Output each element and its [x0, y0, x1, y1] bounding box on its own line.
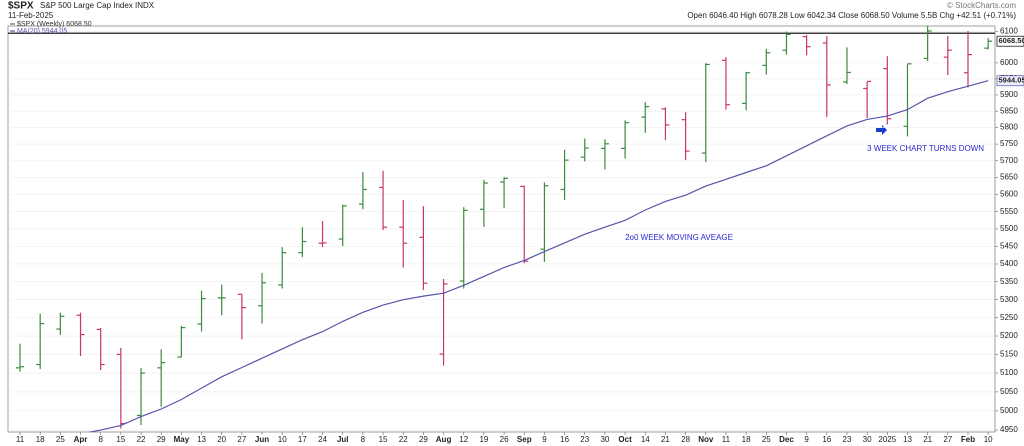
symbol: $SPX	[8, 1, 34, 12]
y-tick-label: 5850	[1000, 106, 1018, 115]
x-tick-label: Nov	[698, 435, 714, 444]
x-tick-label: 17	[298, 435, 307, 444]
x-tick-label: 23	[843, 435, 852, 444]
y-tick-label: 5600	[1000, 190, 1018, 199]
x-tick-label: 10	[984, 435, 993, 444]
y-tick-label: 5050	[1000, 387, 1018, 396]
x-tick-label: 20	[217, 435, 226, 444]
legend-value: 5944.05	[42, 28, 67, 35]
y-tick-label: 6000	[1000, 58, 1018, 67]
x-tick-label: 12	[459, 435, 468, 444]
x-tick-label: 9	[542, 435, 547, 444]
y-tick-label: 5800	[1000, 123, 1018, 132]
x-tick-label: 16	[560, 435, 569, 444]
x-tick-label: 21	[661, 435, 670, 444]
y-tick-label: 5250	[1000, 313, 1018, 322]
x-tick-label: 19	[479, 435, 488, 444]
x-tick-label: 28	[681, 435, 690, 444]
moving-average-line	[87, 80, 989, 432]
x-tick-label: Apr	[74, 435, 88, 444]
annotation: 2o0 WEEK MOVING AVEAGE	[625, 233, 733, 242]
x-tick-label: 18	[742, 435, 751, 444]
y-tick-label: 5900	[1000, 90, 1018, 99]
y-tick-label: 5650	[1000, 173, 1018, 182]
y-tick-label: 6100	[1000, 26, 1018, 35]
x-tick-label: 21	[923, 435, 932, 444]
x-tick-label: 18	[36, 435, 45, 444]
quote: Open 6046.40 High 6078.28 Low 6042.34 Cl…	[687, 11, 1016, 20]
x-tick-label: 26	[500, 435, 509, 444]
x-tick-label: 15	[116, 435, 125, 444]
value-box-label: 6068.50	[999, 36, 1024, 45]
date: 11-Feb-2025	[8, 11, 54, 20]
y-tick-label: 4950	[1000, 425, 1018, 434]
x-tick-label: 27	[237, 435, 246, 444]
legend-name: $SPX (Weekly)	[17, 21, 64, 28]
legend-name: MA(20)	[17, 28, 40, 35]
y-tick-label: 5200	[1000, 331, 1018, 340]
legend-value: 6068.50	[66, 21, 91, 28]
x-tick-label: 9	[804, 435, 809, 444]
x-tick-label: Oct	[618, 435, 632, 444]
x-tick-label: 14	[641, 435, 650, 444]
legend-entry: $SPX (Weekly) 6068.50	[17, 21, 92, 28]
x-tick-label: 30	[600, 435, 609, 444]
x-tick-label: 2025	[878, 435, 896, 444]
y-tick-label: 5450	[1000, 241, 1018, 250]
y-tick-label: 5300	[1000, 295, 1018, 304]
x-tick-label: 13	[197, 435, 206, 444]
x-tick-label: 25	[56, 435, 65, 444]
annotation: 3 WEEK CHART TURNS DOWN	[867, 144, 984, 153]
x-tick-label: 13	[903, 435, 912, 444]
x-tick-label: 8	[361, 435, 366, 444]
legend-entry: MA(20) 5944.05	[17, 28, 67, 35]
source: © StockCharts.com	[947, 1, 1016, 10]
x-tick-label: May	[174, 435, 190, 444]
y-tick-label: 5000	[1000, 406, 1018, 415]
x-tick-label: 29	[157, 435, 166, 444]
x-tick-label: 16	[822, 435, 831, 444]
x-tick-label: Aug	[436, 435, 452, 444]
y-tick-label: 5100	[1000, 368, 1018, 377]
x-tick-label: Jun	[255, 435, 269, 444]
x-tick-label: 24	[318, 435, 327, 444]
x-tick-label: Sep	[517, 435, 532, 444]
x-tick-label: 23	[580, 435, 589, 444]
x-tick-label: 25	[762, 435, 771, 444]
x-tick-label: 10	[278, 435, 287, 444]
x-tick-label: 8	[98, 435, 103, 444]
y-tick-label: 5550	[1000, 207, 1018, 216]
y-tick-label: 5700	[1000, 156, 1018, 165]
y-tick-label: 5150	[1000, 350, 1018, 359]
chart-title: S&P 500 Large Cap Index INDX	[40, 1, 155, 10]
y-tick-label: 5350	[1000, 277, 1018, 286]
value-box-label: 5944.05	[999, 76, 1024, 85]
y-tick-label: 5500	[1000, 224, 1018, 233]
x-tick-label: 30	[863, 435, 872, 444]
x-tick-label: 22	[399, 435, 408, 444]
x-tick-label: 11	[722, 435, 731, 444]
x-tick-label: 11	[16, 435, 25, 444]
y-tick-label: 5750	[1000, 139, 1018, 148]
x-tick-label: Jul	[337, 435, 349, 444]
y-tick-label: 5400	[1000, 259, 1018, 268]
x-tick-label: 15	[379, 435, 388, 444]
x-tick-label: 22	[137, 435, 146, 444]
value-box	[996, 75, 1024, 87]
x-tick-label: 27	[943, 435, 952, 444]
x-tick-label: Dec	[779, 435, 794, 444]
annotation-arrow	[876, 125, 887, 135]
x-tick-label: Feb	[961, 435, 975, 444]
plot	[8, 26, 995, 432]
x-tick-label: 29	[419, 435, 428, 444]
value-box	[996, 35, 1024, 47]
